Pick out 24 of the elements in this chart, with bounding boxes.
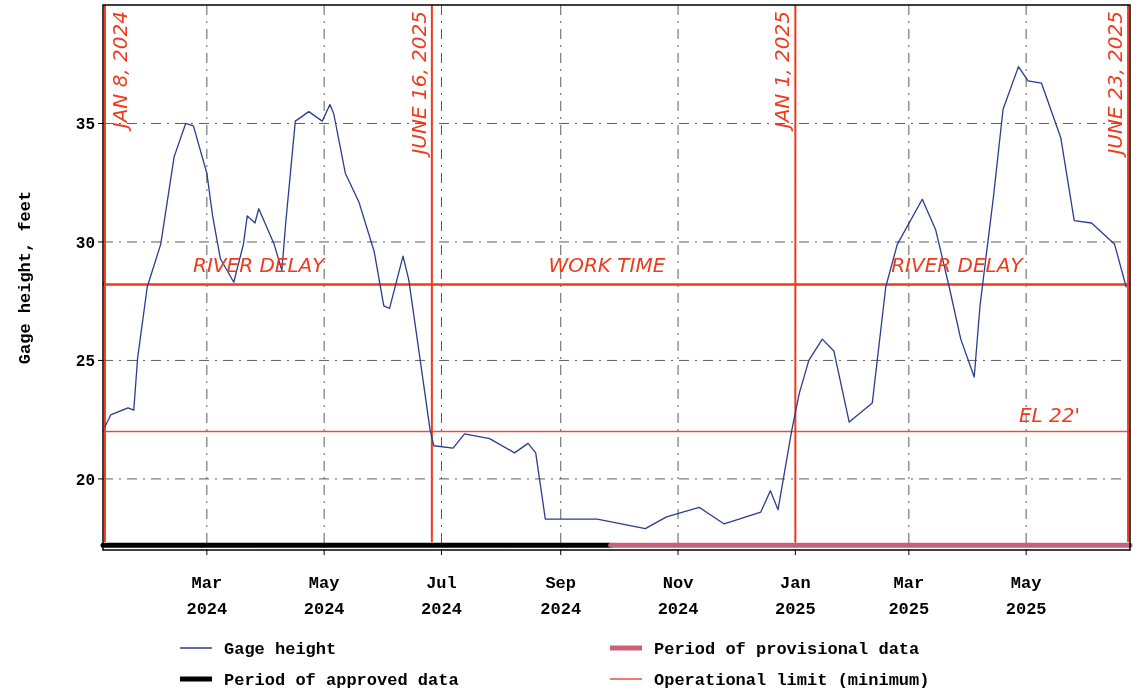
x-tick-label: Nov 2024	[657, 574, 699, 619]
y-tick-label: 30	[75, 234, 95, 253]
ref-line-label: JAN 1, 2025	[770, 11, 795, 133]
legend-label: Gage height	[224, 639, 337, 659]
ref-line-label: JUNE 16, 2025	[406, 11, 431, 159]
ref-line-label: JUNE 23, 2025	[1103, 11, 1128, 159]
ref-line-label: JAN 8, 2024	[107, 11, 132, 133]
legend-label: Period of approved data	[224, 670, 459, 690]
x-tick-label: Jul 2024	[421, 574, 462, 619]
x-tick-label: May 2024	[303, 574, 345, 619]
x-tick-label: May 2025	[1005, 574, 1047, 619]
annotation: WORK TIME	[548, 252, 666, 277]
y-tick-label: 35	[75, 116, 95, 135]
y-tick-label: 20	[75, 471, 95, 490]
x-tick-label: Sep 2024	[540, 574, 582, 619]
y-axis-title: Gage height, feet	[16, 190, 35, 365]
x-tick-label: Mar 2024	[186, 574, 228, 619]
x-tick-label: Jan 2025	[774, 574, 816, 619]
y-tick-label: 25	[75, 353, 95, 372]
legend-label: Operational limit (minimum)	[654, 670, 930, 690]
line-series	[104, 65, 1127, 530]
annotation: EL 22'	[1018, 403, 1080, 427]
x-tick-label: Mar 2025	[888, 574, 930, 619]
legend-label: Period of provisional data	[654, 639, 920, 659]
